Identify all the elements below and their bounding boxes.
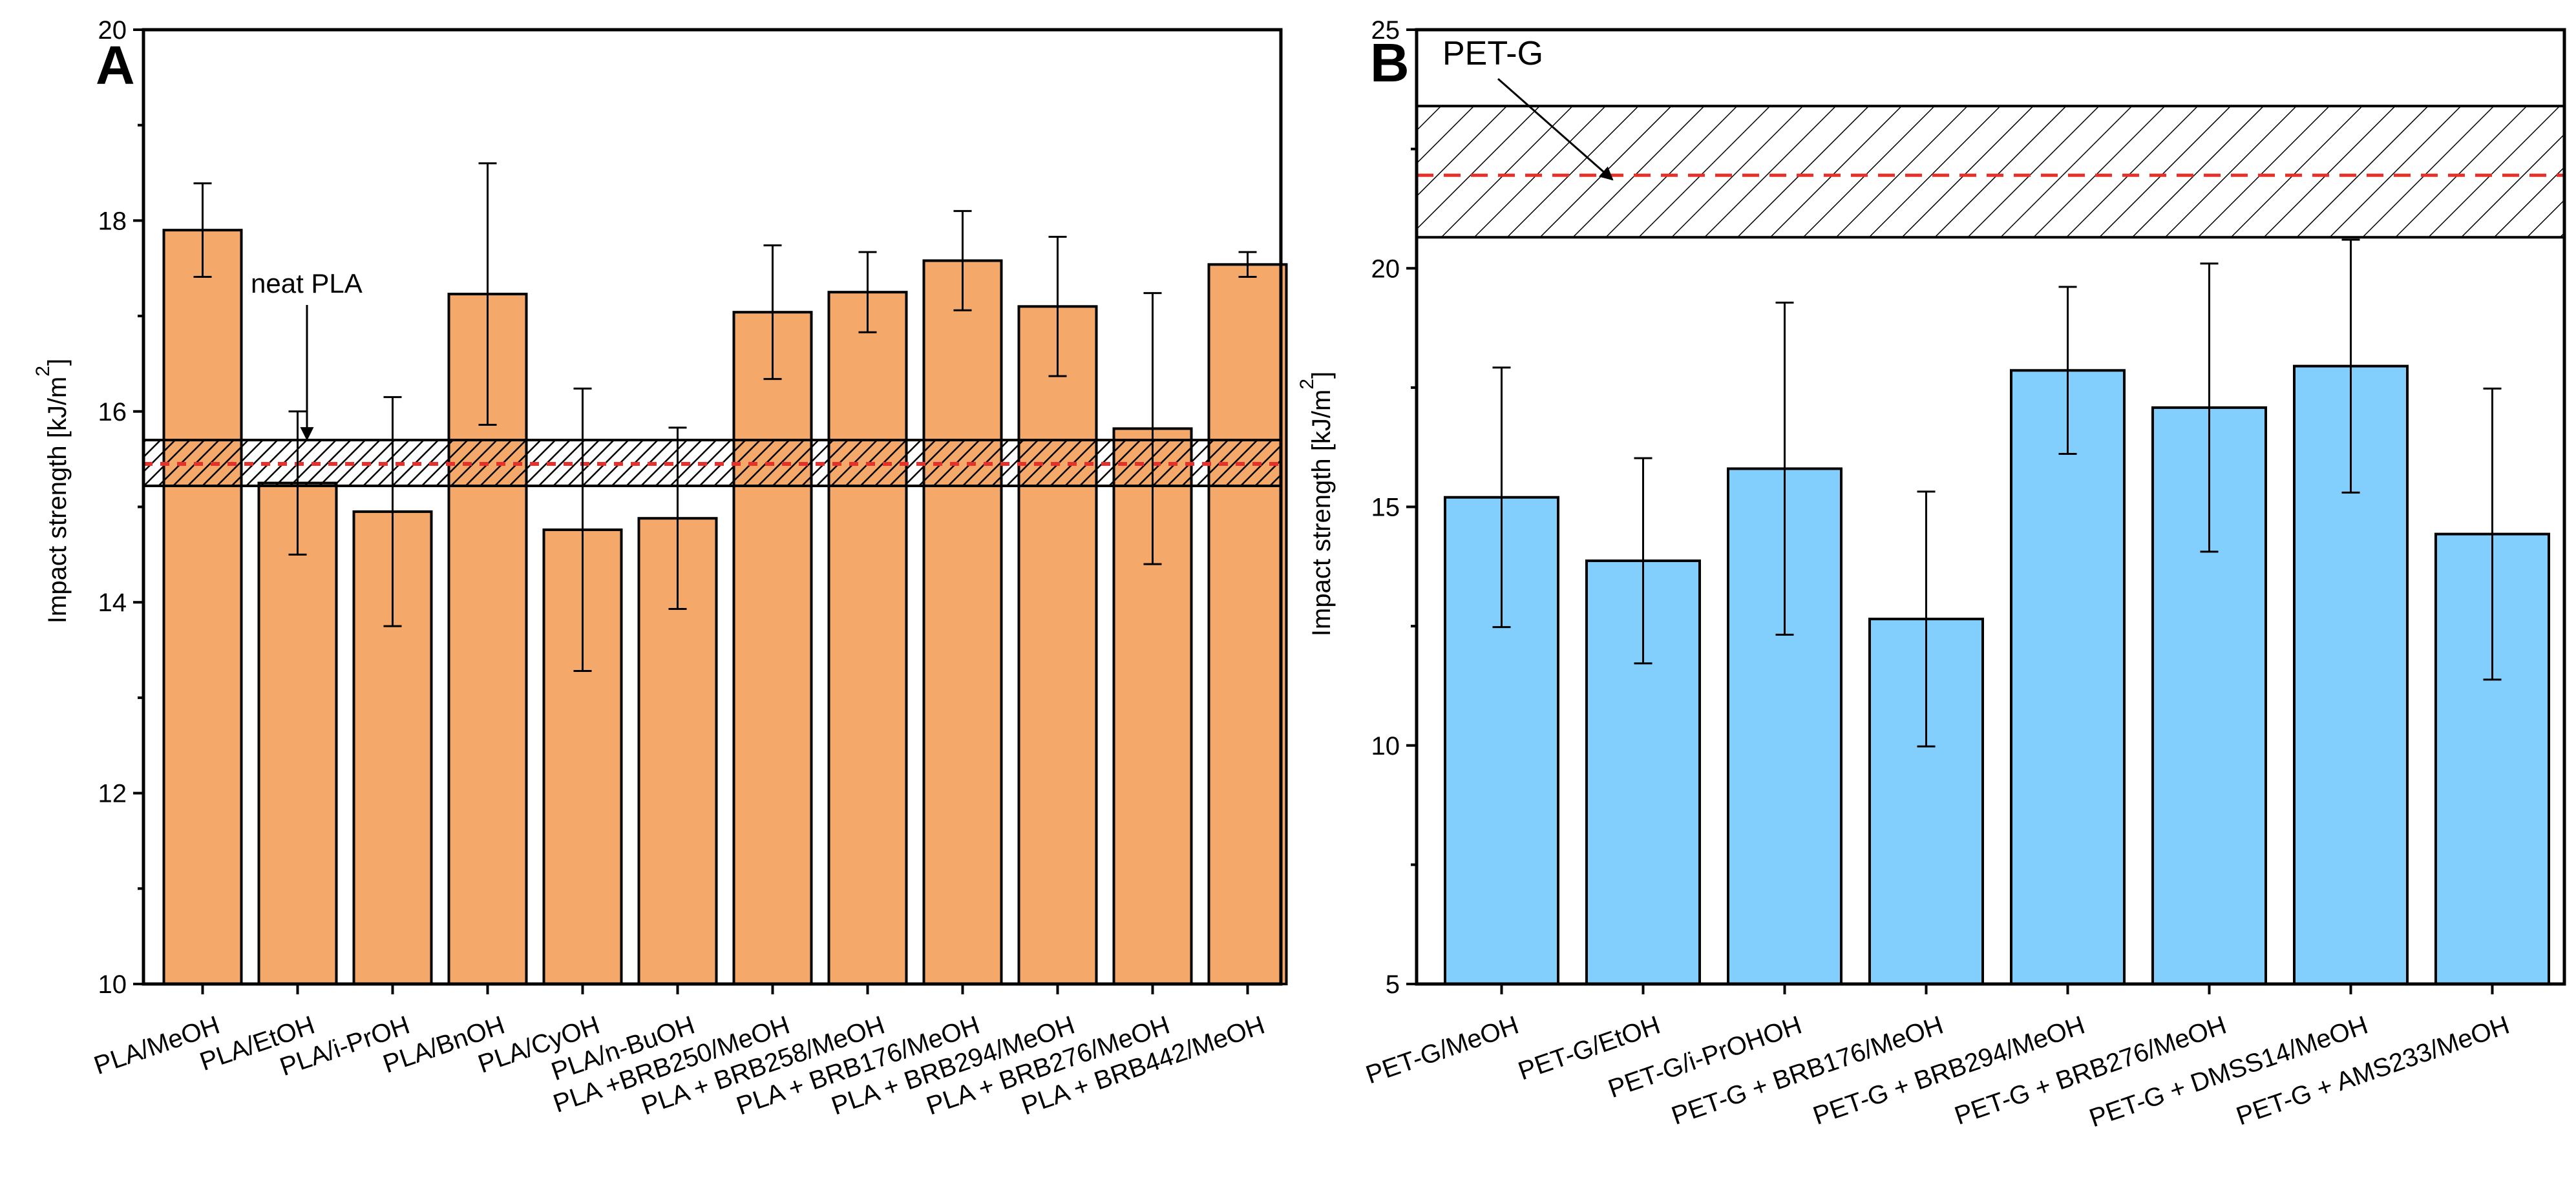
bar-a-7	[827, 291, 908, 985]
panel-b-y-axis-label-superscript: 2	[1296, 379, 1318, 390]
panel-a-y-axis-label-superscript: 2	[32, 366, 54, 377]
error-bar	[2483, 387, 2502, 681]
y-tick-label: 10	[1371, 732, 1400, 760]
y-tick-label: 15	[1371, 494, 1400, 522]
error-bar	[573, 387, 592, 673]
panel-a-x-ticks: PLA/MeOHPLA/EtOHPLA/i-PrOHPLA/BnOHPLA/Cy…	[90, 984, 1269, 1120]
y-tick-label: 20	[98, 16, 127, 45]
x-tick-label: PET-G/MeOH	[1362, 1010, 1523, 1089]
panel-b-error-bars	[1492, 238, 2502, 748]
error-bar	[2058, 286, 2077, 455]
error-bar	[383, 396, 402, 627]
panel-a-y-axis-label: Impact strength [kJ/m2]	[32, 359, 72, 623]
error-bar	[1492, 366, 1511, 629]
error-bar	[2341, 238, 2360, 494]
y-tick-label: 16	[98, 398, 127, 426]
error-bar	[1917, 490, 1936, 748]
panel-a-bars	[162, 229, 1288, 986]
panel-b-y-axis-label: Impact strength [kJ/m2]	[1296, 372, 1336, 636]
panel-b-x-ticks: PET-G/MeOHPET-G/EtOHPET-G/i-PrOHOHPET-G …	[1362, 984, 2513, 1133]
error-bar	[1238, 251, 1257, 278]
bar-a-0	[162, 229, 243, 985]
error-bar	[953, 210, 972, 311]
error-bar	[1143, 292, 1162, 565]
panel-a-y-ticks: 10 12 14 16 18 20	[98, 16, 143, 999]
y-tick-label: 18	[98, 207, 127, 235]
error-bar	[858, 251, 877, 333]
y-tick-label: 5	[1386, 970, 1400, 999]
panel-a-error-bars	[193, 162, 1257, 673]
bar-a-8	[922, 259, 1003, 986]
y-tick-label: 10	[98, 970, 127, 999]
error-bar	[668, 426, 687, 611]
bar-b-4	[2010, 369, 2126, 985]
bar-a-11	[1207, 263, 1288, 985]
y-tick-label: 12	[98, 780, 127, 808]
panel-a-y-axis-label-close: ]	[43, 359, 72, 366]
bar-a-9	[1017, 305, 1098, 986]
y-tick-label: 25	[1371, 16, 1400, 45]
panel-b-y-axis-label-text: Impact strength [kJ/m	[1307, 390, 1336, 636]
error-bar	[478, 162, 497, 426]
panel-b: 5 10 15 20 25 PET-G/MeOHPET-G/EtOHPET-G/i-Pr…	[1296, 16, 2566, 1133]
error-bar	[193, 182, 212, 278]
error-bar	[763, 244, 782, 381]
panel-b-bars	[1444, 364, 2550, 985]
y-tick-label: 20	[1371, 255, 1400, 283]
y-tick-label: 14	[98, 589, 127, 617]
panel-a-letter: A	[96, 35, 135, 96]
error-bar	[1634, 457, 1652, 665]
panel-a: 10 12 14 16 18 20 PLA/MeOHPLA/EtOHPLA/i-PrOHP…	[32, 16, 1288, 1120]
panel-a-y-axis-label-text: Impact strength [kJ/m	[43, 377, 72, 623]
pet-g-label: PET-G	[1442, 35, 1543, 72]
error-bar	[288, 410, 307, 556]
bar-a-1	[257, 481, 338, 985]
pet-g-arrow	[1497, 78, 1614, 181]
panel-b-y-axis-label-close: ]	[1307, 372, 1336, 379]
error-bar	[1048, 236, 1067, 377]
bar-a-6	[732, 311, 813, 985]
panel-b-letter: B	[1370, 32, 1409, 93]
panel-b-y-ticks: 5 10 15 20 25	[1371, 16, 1417, 999]
pet-g-band	[1415, 105, 2566, 239]
neat-pla-label: neat PLA	[251, 268, 363, 298]
bar-a-5	[637, 517, 718, 985]
error-bar	[1775, 301, 1794, 636]
error-bar	[2200, 262, 2219, 553]
